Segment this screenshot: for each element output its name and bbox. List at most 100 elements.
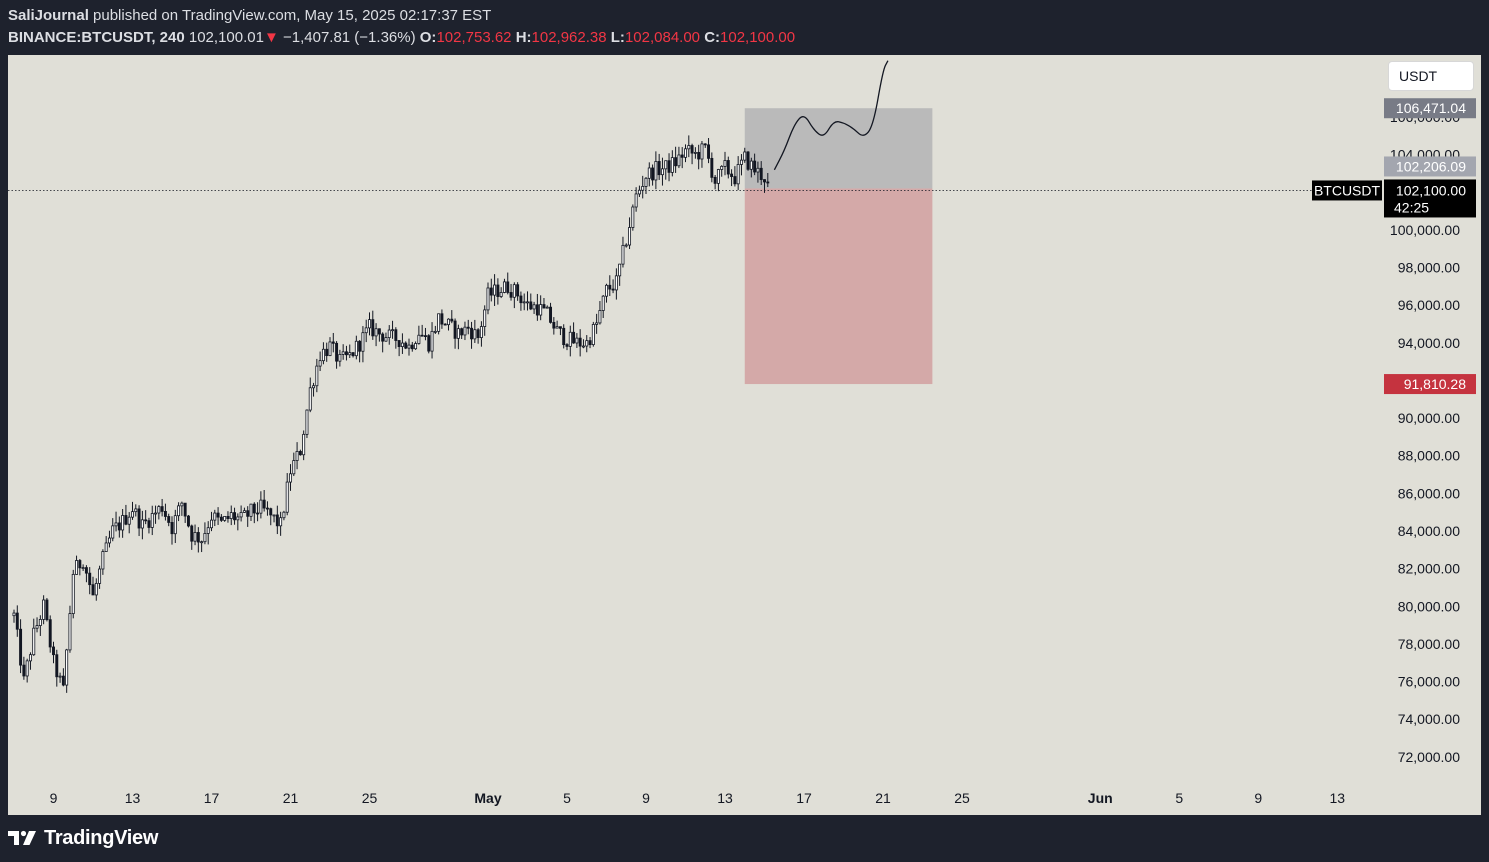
x-tick-label: 25 [954, 790, 970, 806]
currency-button[interactable]: USDT [1388, 61, 1474, 91]
candle-body [710, 157, 714, 178]
candle-body [279, 517, 283, 527]
candle-body [341, 351, 345, 355]
candle-body [61, 675, 65, 686]
y-tick-label: 86,000.00 [1398, 485, 1460, 501]
y-tick-label: 84,000.00 [1398, 523, 1460, 539]
candle-body [233, 512, 237, 521]
candle-body [98, 568, 102, 584]
candle-body [417, 334, 421, 344]
candle-body [147, 520, 151, 528]
candle-body [687, 145, 691, 150]
candle-body [200, 541, 204, 544]
y-tick-label: 74,000.00 [1398, 711, 1460, 727]
candle-body [25, 660, 29, 677]
candle-body [447, 318, 450, 326]
candle-body [308, 387, 312, 411]
countdown-label: 42:25 [1394, 199, 1429, 215]
candle-body [219, 516, 223, 521]
candle-body [588, 340, 592, 346]
candle-body [213, 512, 217, 521]
candle-body [466, 326, 470, 329]
candle-body [289, 473, 292, 483]
candle-body [127, 516, 131, 525]
candle-body [206, 527, 210, 534]
candle-body [535, 304, 539, 316]
candle-body [506, 281, 510, 293]
candle-body [140, 519, 144, 529]
candle-body [647, 167, 651, 179]
high-label: H: [515, 29, 532, 46]
x-tick-label: 13 [717, 790, 733, 806]
candle-body [351, 352, 355, 357]
price-change: −1,407.81 (−1.36%) [282, 29, 416, 46]
y-tick-label: 88,000.00 [1398, 448, 1460, 464]
candle-body [486, 287, 490, 311]
candle-body [216, 512, 220, 518]
last-price-badge-label: 102,100.00 [1396, 182, 1466, 198]
candle-body [121, 515, 125, 531]
candle-body [163, 511, 167, 517]
high-value: 102,962.38 [531, 29, 607, 46]
candle-body [677, 154, 681, 167]
candle-body [84, 567, 88, 574]
candle-body [700, 143, 704, 160]
candle-body [479, 326, 483, 338]
symbol-badge-bg [1312, 180, 1382, 201]
candle-body [641, 186, 645, 191]
candle-body [302, 433, 306, 456]
candle-body [321, 348, 325, 362]
candle-body [483, 309, 487, 327]
candle-body [223, 516, 227, 521]
close-label: C: [704, 29, 721, 46]
stop-price-badge-label: 106,471.04 [1396, 100, 1466, 116]
candle-body [58, 675, 62, 678]
symbol-info: BINANCE:BTCUSDT, 240 102,100.01▼ −1,407.… [8, 29, 795, 46]
stop-zone [744, 108, 933, 189]
candle-body [565, 344, 569, 347]
candle-body [693, 151, 697, 154]
candle-body [394, 329, 398, 341]
candle-body [601, 295, 605, 311]
candle-body [249, 503, 253, 517]
candle-body [12, 612, 16, 617]
candle-body [285, 481, 289, 513]
candle-body [716, 169, 720, 184]
chart-svg[interactable]: 72,000.00 74,000.00 76,000.00 78,000.00 80,0… [8, 55, 1481, 815]
candle-body [28, 654, 32, 662]
candle-body [598, 310, 602, 324]
candle-body [68, 613, 72, 651]
candle-body [397, 340, 401, 347]
candle-body [611, 288, 615, 291]
candle-body [226, 516, 230, 519]
chart-area[interactable]: 72,000.00 74,000.00 76,000.00 78,000.00 80,0… [8, 55, 1481, 815]
candle-body [697, 151, 701, 160]
candle-body [726, 160, 730, 175]
candle-body [81, 567, 85, 570]
y-tick-label: 96,000.00 [1398, 297, 1460, 313]
candle-body [680, 154, 684, 158]
author-name[interactable]: SaliJournal [8, 7, 89, 24]
y-tick-label: 72,000.00 [1398, 749, 1460, 765]
candle-body [328, 341, 332, 357]
candle-body [78, 560, 82, 569]
candle-body [265, 507, 269, 510]
tradingview-brand[interactable]: TradingView [8, 826, 158, 850]
candle-body [746, 151, 750, 170]
candle-body [114, 522, 118, 527]
candle-body [117, 522, 121, 531]
candle-body [473, 329, 477, 340]
close-value: 102,100.00 [720, 29, 796, 46]
candle-body [489, 287, 493, 296]
x-tick-label: 5 [1175, 790, 1183, 806]
candle-body [522, 301, 526, 304]
y-tick-label: 82,000.00 [1398, 561, 1460, 577]
candle-body [651, 167, 655, 181]
x-tick-label: Jun [1088, 790, 1113, 806]
x-tick-label: 17 [796, 790, 812, 806]
candle-body [529, 301, 533, 310]
x-tick-label: 13 [1329, 790, 1345, 806]
candle-body [15, 612, 19, 630]
candle-body [440, 313, 444, 325]
candle-body [443, 323, 447, 326]
